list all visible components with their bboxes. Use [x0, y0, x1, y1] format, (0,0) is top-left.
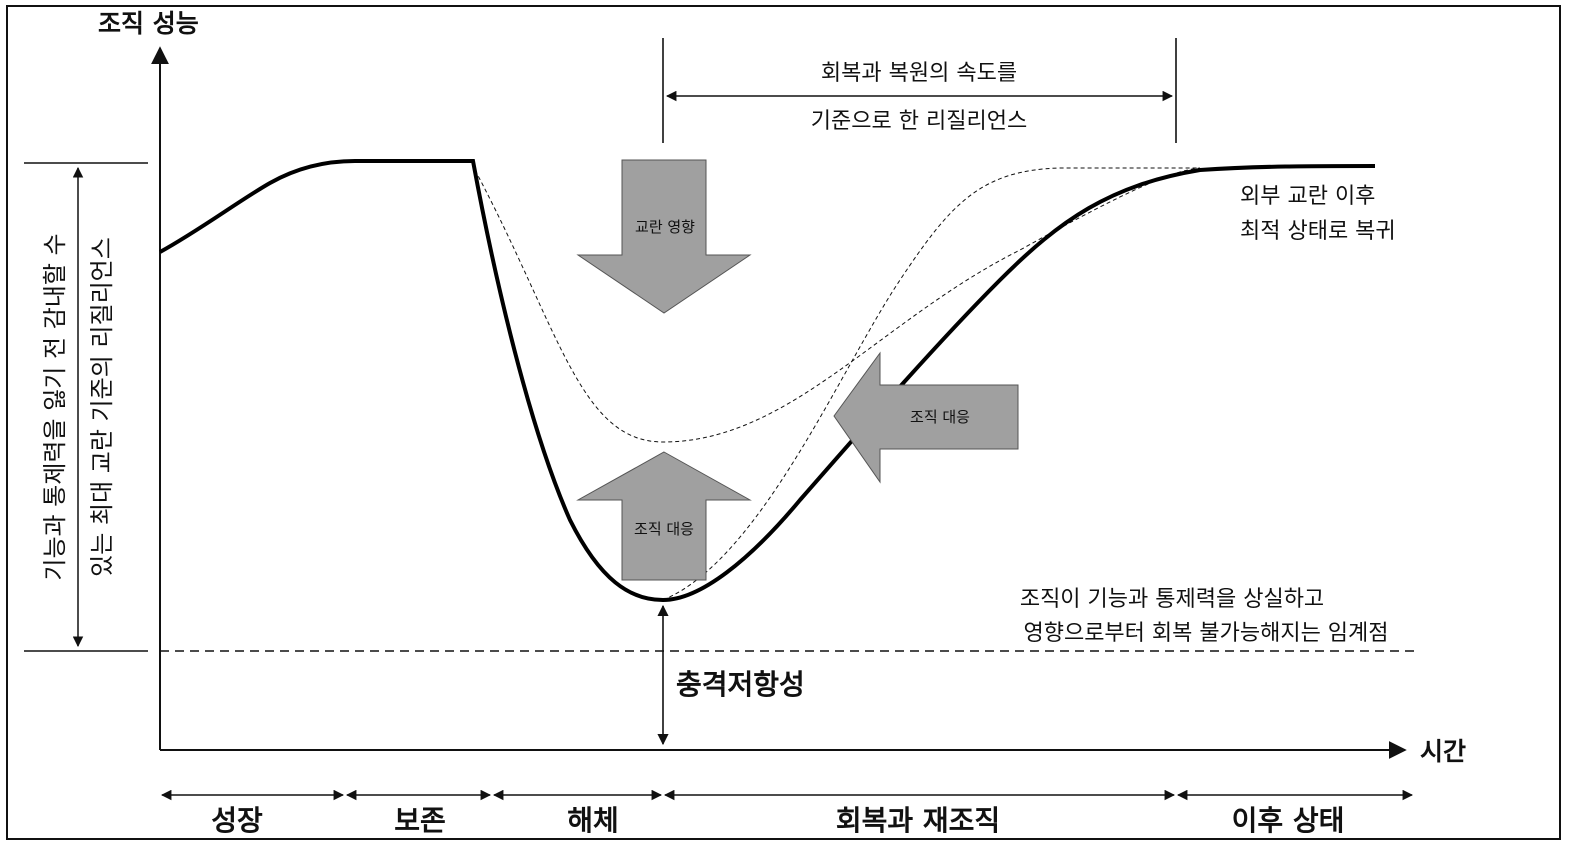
phase-label-reorganization: 회복과 재조직	[836, 804, 1000, 837]
bracket-label-line1: 회복과 복원의 속도를	[821, 61, 1017, 86]
phase-label-conservation: 보존	[394, 804, 446, 837]
response-up-arrow-label: 조직 대응	[634, 520, 694, 538]
performance-curve	[159, 159, 1376, 603]
response-up-arrow	[576, 451, 752, 581]
recovery-note-line2: 최적 상태로 복귀	[1240, 219, 1396, 244]
response-left-arrow	[833, 351, 1019, 484]
disturbance-arrow	[576, 159, 752, 314]
x-axis-label: 시간	[1420, 737, 1466, 766]
alt-curve-shallow	[474, 167, 1201, 443]
threshold-note-line2: 영향으로부터 회복 불가능해지는 임계점	[1023, 621, 1388, 646]
diagram-frame	[6, 5, 1561, 840]
response-left-arrow-label: 조직 대응	[910, 408, 970, 426]
alt-curve-fast	[662, 167, 1200, 601]
disturbance-arrow-label: 교란 영향	[635, 218, 695, 236]
bracket-label-line2: 기준으로 한 리질리언스	[811, 109, 1027, 134]
recovery-note-line1: 외부 교란 이후	[1240, 184, 1375, 209]
shock-resistance-label: 충격저항성	[676, 668, 805, 701]
vertical-label-line2: 있는 최대 교란 기준의 리질리언스	[88, 237, 116, 577]
y-axis-label: 조직 성능	[98, 9, 199, 38]
phase-label-growth: 성장	[211, 804, 263, 837]
vertical-label-line1: 기능과 통제력을 잃기 전 감내할 수	[41, 233, 69, 580]
phase-label-after: 이후 상태	[1232, 804, 1345, 837]
threshold-note-line1: 조직이 기능과 통제력을 상실하고	[1020, 587, 1324, 612]
phase-label-release: 해체	[567, 804, 619, 837]
